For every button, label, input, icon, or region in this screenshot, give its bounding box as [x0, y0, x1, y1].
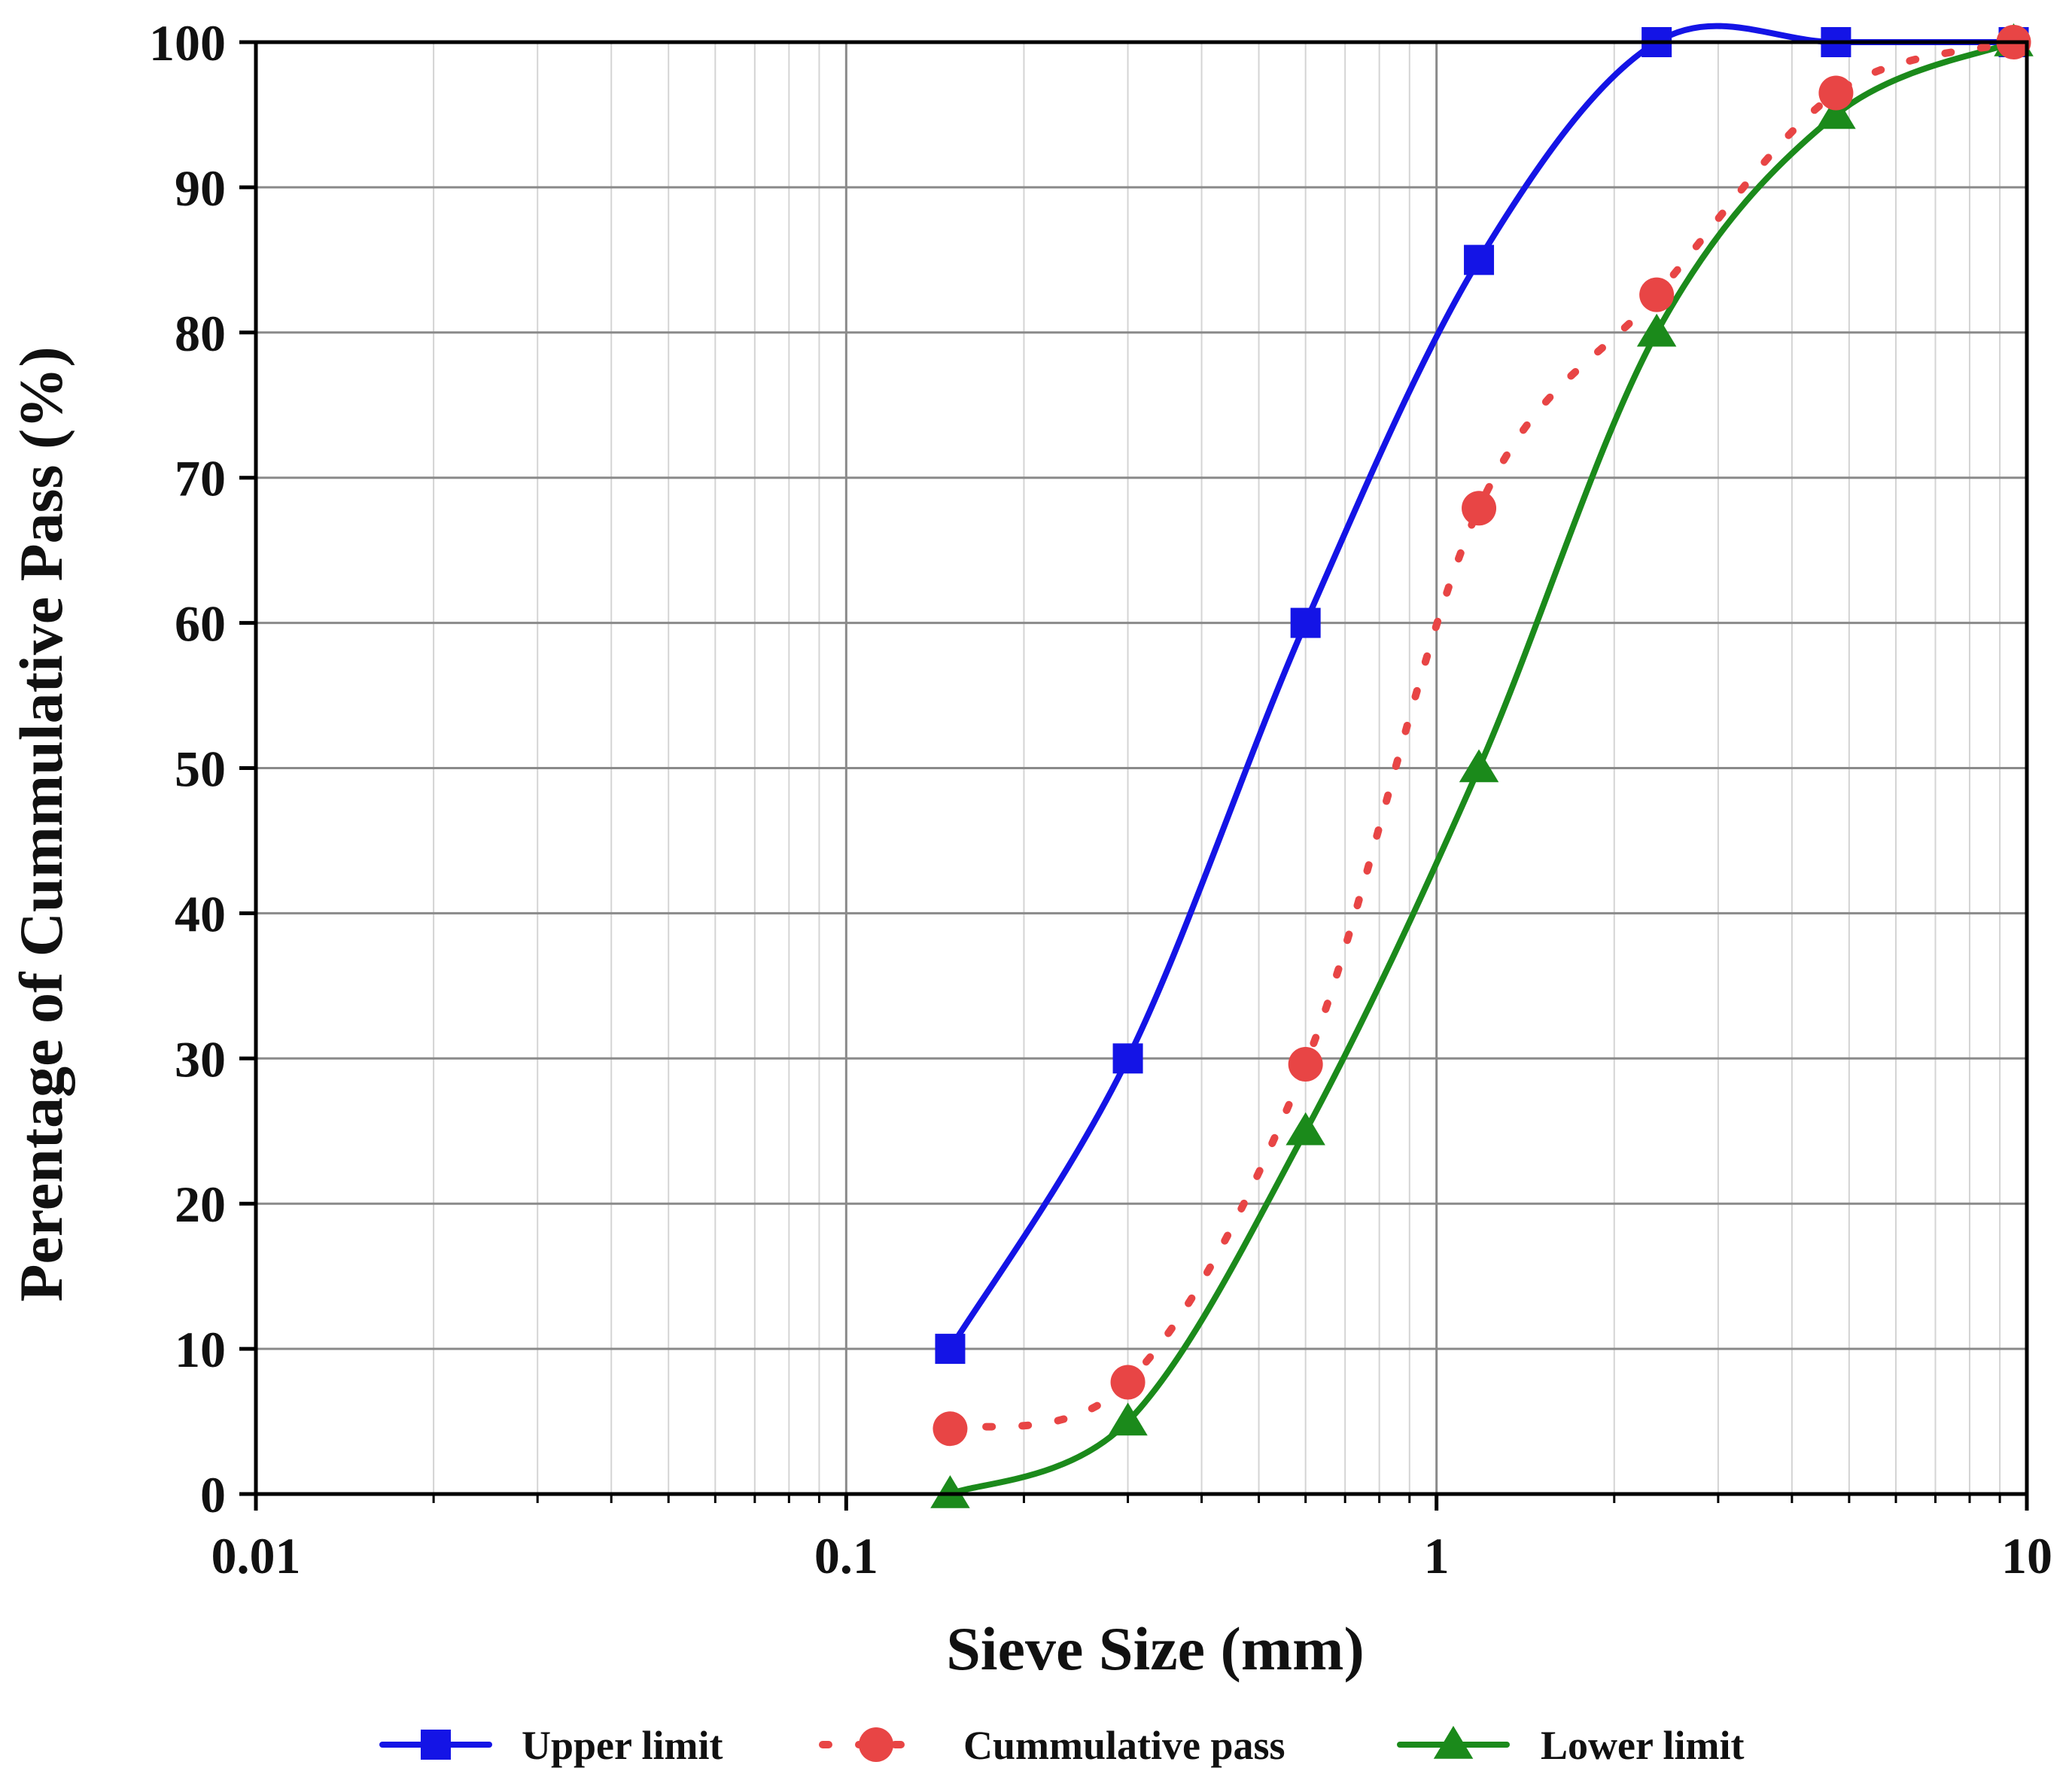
y-tick-label: 0: [200, 1466, 226, 1523]
y-tick-label: 40: [175, 885, 226, 942]
data-point: [1636, 313, 1677, 347]
series-layer: [930, 23, 2034, 1508]
y-tick-label: 20: [175, 1176, 226, 1233]
series-upper-limit: [935, 23, 2029, 1365]
data-point: [930, 1475, 970, 1508]
legend-marker: [1433, 1726, 1474, 1759]
x-axis-title: Sieve Size (mm): [946, 1614, 1365, 1683]
legend-label: Cummulative pass: [963, 1723, 1285, 1768]
data-point: [1459, 749, 1499, 783]
data-point: [935, 1334, 966, 1365]
data-point: [1288, 1047, 1323, 1082]
data-point: [1462, 491, 1497, 526]
y-tick-label: 50: [175, 741, 226, 798]
data-point: [1816, 96, 1856, 129]
series-line: [946, 38, 2018, 1433]
y-tick-label: 30: [175, 1030, 226, 1088]
legend: Upper limit Cummulative pass Lower limit: [379, 1723, 1744, 1768]
legend-marker: [421, 1730, 451, 1760]
data-point: [1464, 245, 1495, 275]
y-tick-label: 10: [175, 1321, 226, 1378]
legend-entry: Lower limit: [1397, 1723, 1744, 1768]
legend-entry: Upper limit: [379, 1723, 723, 1768]
x-tick-label: 1: [1424, 1527, 1450, 1584]
legend-marker: [859, 1727, 893, 1762]
data-point: [1290, 607, 1321, 638]
series-cummulative-pass: [933, 25, 2031, 1447]
data-point: [1110, 1365, 1146, 1400]
y-tick-label: 80: [175, 305, 226, 362]
data-point: [1639, 277, 1675, 312]
major-gridlines: [254, 41, 2028, 1496]
axis-ticks: [239, 40, 2029, 1511]
x-tick-label: 0.1: [814, 1527, 878, 1584]
data-point: [1112, 1043, 1143, 1074]
y-axis-title: Perentage of Cummulative Pass (%): [7, 346, 75, 1301]
legend-entry: Cummulative pass: [819, 1723, 1285, 1768]
x-tick-label: 10: [2001, 1527, 2052, 1584]
y-tick-label: 60: [175, 595, 226, 653]
y-tick-label: 70: [175, 450, 226, 507]
data-point: [1285, 1112, 1325, 1146]
legend-label: Lower limit: [1541, 1723, 1744, 1768]
x-tick-label: 0.01: [211, 1527, 301, 1584]
data-point: [1818, 75, 1854, 111]
series-line: [947, 23, 2017, 1353]
y-tick-label: 90: [175, 160, 226, 217]
data-point: [1108, 1402, 1148, 1436]
y-tick-label: 100: [149, 14, 226, 72]
data-point: [933, 1411, 968, 1447]
legend-label: Upper limit: [522, 1723, 723, 1768]
